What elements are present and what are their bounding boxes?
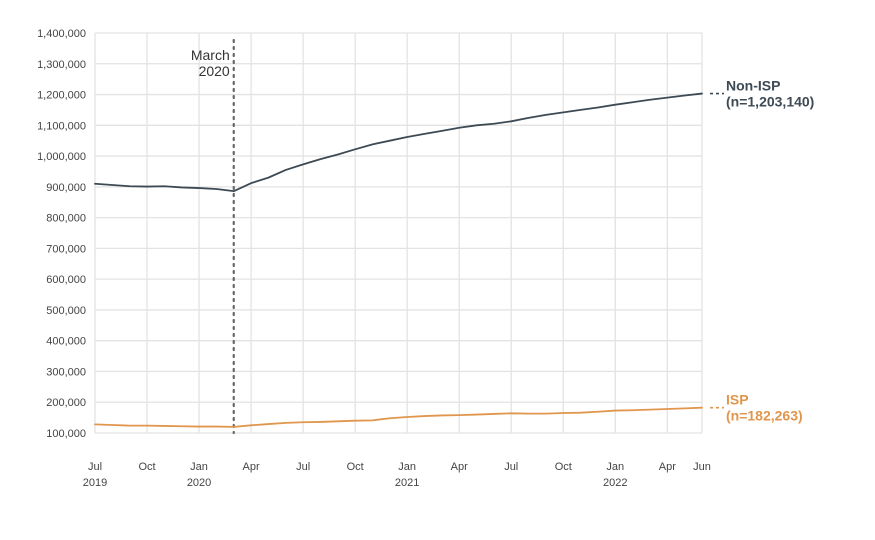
isp-count-label: (n=182,263) [726,408,803,424]
y-tick-label: 800,000 [46,213,86,225]
grid-lines [94,32,703,434]
x-tick-year: 2021 [395,477,419,489]
x-tick-label: Jul [296,461,310,473]
x-tick-label: Jul [88,461,102,473]
non-isp-label: Non-ISP [726,78,780,94]
x-axis: Jul 2019 Oct Jan 2020 Apr Jul Oct Jan 2021 Apr Jul O… [83,461,711,489]
x-tick-label: Jan [398,461,416,473]
y-tick-label: 1,100,000 [37,120,86,132]
x-tick-label: Apr [243,461,260,473]
y-tick-label: 300,000 [46,366,86,378]
x-tick-label: Oct [555,461,572,473]
x-tick-year: 2022 [603,477,627,489]
isp-series-line [94,406,703,428]
non-isp-count-label: (n=1,203,140) [726,94,814,110]
y-tick-label: 1,200,000 [37,90,86,102]
x-tick-label: Jul [504,461,518,473]
march-2020-annotation: March 2020 [191,38,235,435]
x-tick-label: Apr [451,461,468,473]
non-isp-series-line [94,92,703,193]
annotation-line2: 2020 [199,63,230,79]
x-tick-label: Jan [190,461,208,473]
y-tick-label: 600,000 [46,274,86,286]
y-tick-label: 200,000 [46,397,86,409]
x-tick-label: Apr [659,461,676,473]
y-tick-label: 400,000 [46,336,86,348]
series-lines [94,92,703,428]
y-tick-label: 1,400,000 [37,28,86,40]
y-tick-label: 700,000 [46,243,86,255]
y-axis: 100,000 200,000 300,000 400,000 500,000 600,0… [37,28,86,440]
y-tick-label: 500,000 [46,305,86,317]
y-tick-label: 1,000,000 [37,151,86,163]
series-labels: Non-ISP (n=1,203,140) ISP (n=182,263) [710,78,814,424]
x-tick-label: Oct [138,461,155,473]
isp-label: ISP [726,392,749,408]
annotation-line1: March [191,47,230,63]
x-tick-year: 2019 [83,477,107,489]
x-tick-label: Jun [693,461,711,473]
y-tick-label: 900,000 [46,182,86,194]
y-tick-label: 1,300,000 [37,59,86,71]
x-tick-label: Jan [606,461,624,473]
y-tick-label: 100,000 [46,428,86,440]
x-tick-year: 2020 [187,477,211,489]
x-tick-label: Oct [347,461,364,473]
